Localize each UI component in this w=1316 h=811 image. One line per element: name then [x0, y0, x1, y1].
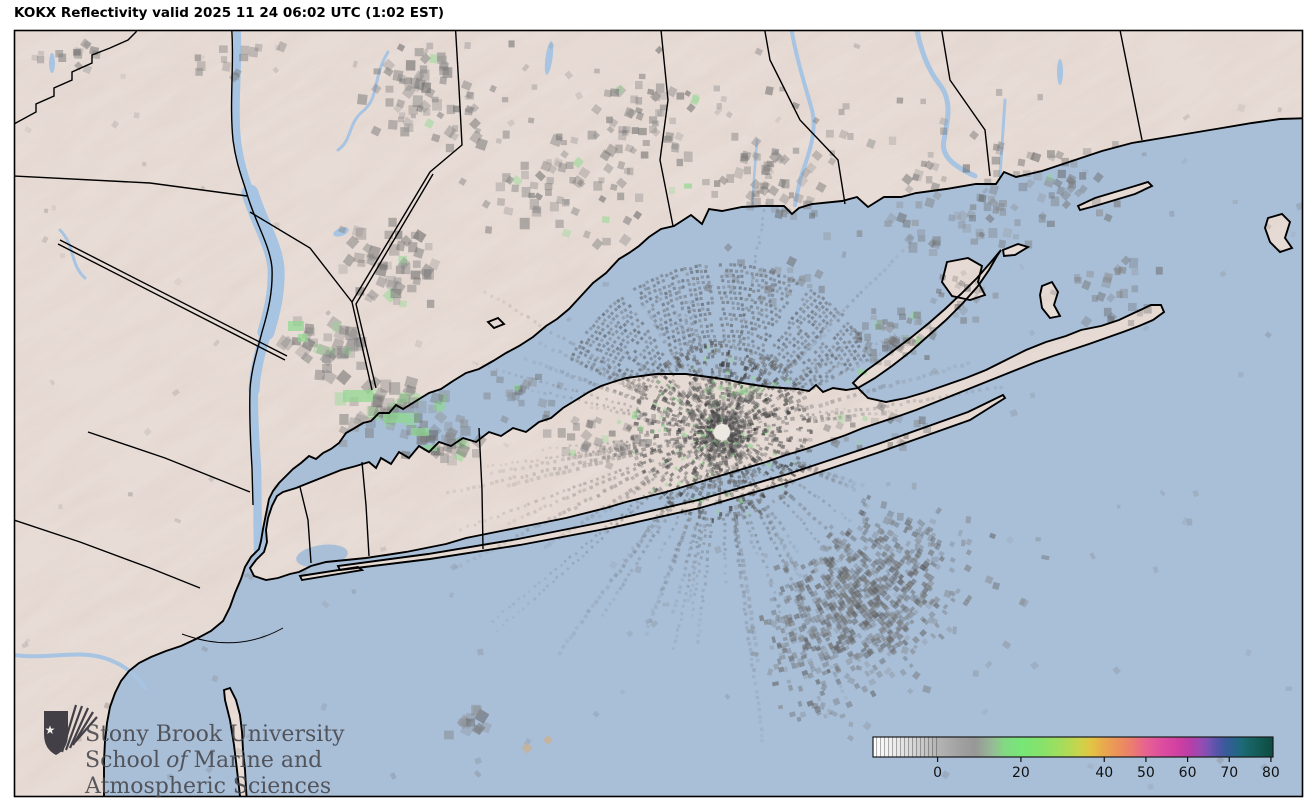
- colorbar-tick-label: 80: [1262, 765, 1280, 781]
- radar-site-marker: [714, 424, 730, 440]
- page-title: KOKX Reflectivity valid 2025 11 24 06:02…: [14, 5, 445, 21]
- colorbar-tick-label: 40: [1095, 765, 1113, 781]
- stony-brook-logo: ★ Stony Brook University School of Marine …: [44, 704, 345, 799]
- logo-line-2: School of Marine and: [85, 748, 322, 773]
- colorbar-tick-label: 50: [1137, 765, 1155, 781]
- map-frame: [13, 29, 1304, 798]
- ship-channel-line: [181, 627, 284, 644]
- colorbar-ticks: 0 20 40 50 60 70 80: [933, 757, 1280, 781]
- stony-brook-shield-icon: ★: [44, 704, 98, 755]
- colorbar-hatch-region: [873, 737, 938, 757]
- logo-line-3: Atmospheric Sciences: [84, 774, 331, 799]
- colorbar-gradient: [873, 737, 1273, 757]
- boundary-lines-layer: [15, 31, 1302, 796]
- reflectivity-colorbar: 0 20 40 50 60 70 80: [872, 736, 1280, 781]
- colorbar-tick-label: 60: [1179, 765, 1197, 781]
- colorbar-tick-label: 20: [1012, 765, 1030, 781]
- colorbar-border: [872, 736, 1274, 758]
- colorbar-tick-label: 70: [1220, 765, 1238, 781]
- logo-line-1: Stony Brook University: [85, 722, 345, 747]
- colorbar-tick-label: 0: [933, 765, 942, 781]
- political-borders: [15, 31, 1143, 589]
